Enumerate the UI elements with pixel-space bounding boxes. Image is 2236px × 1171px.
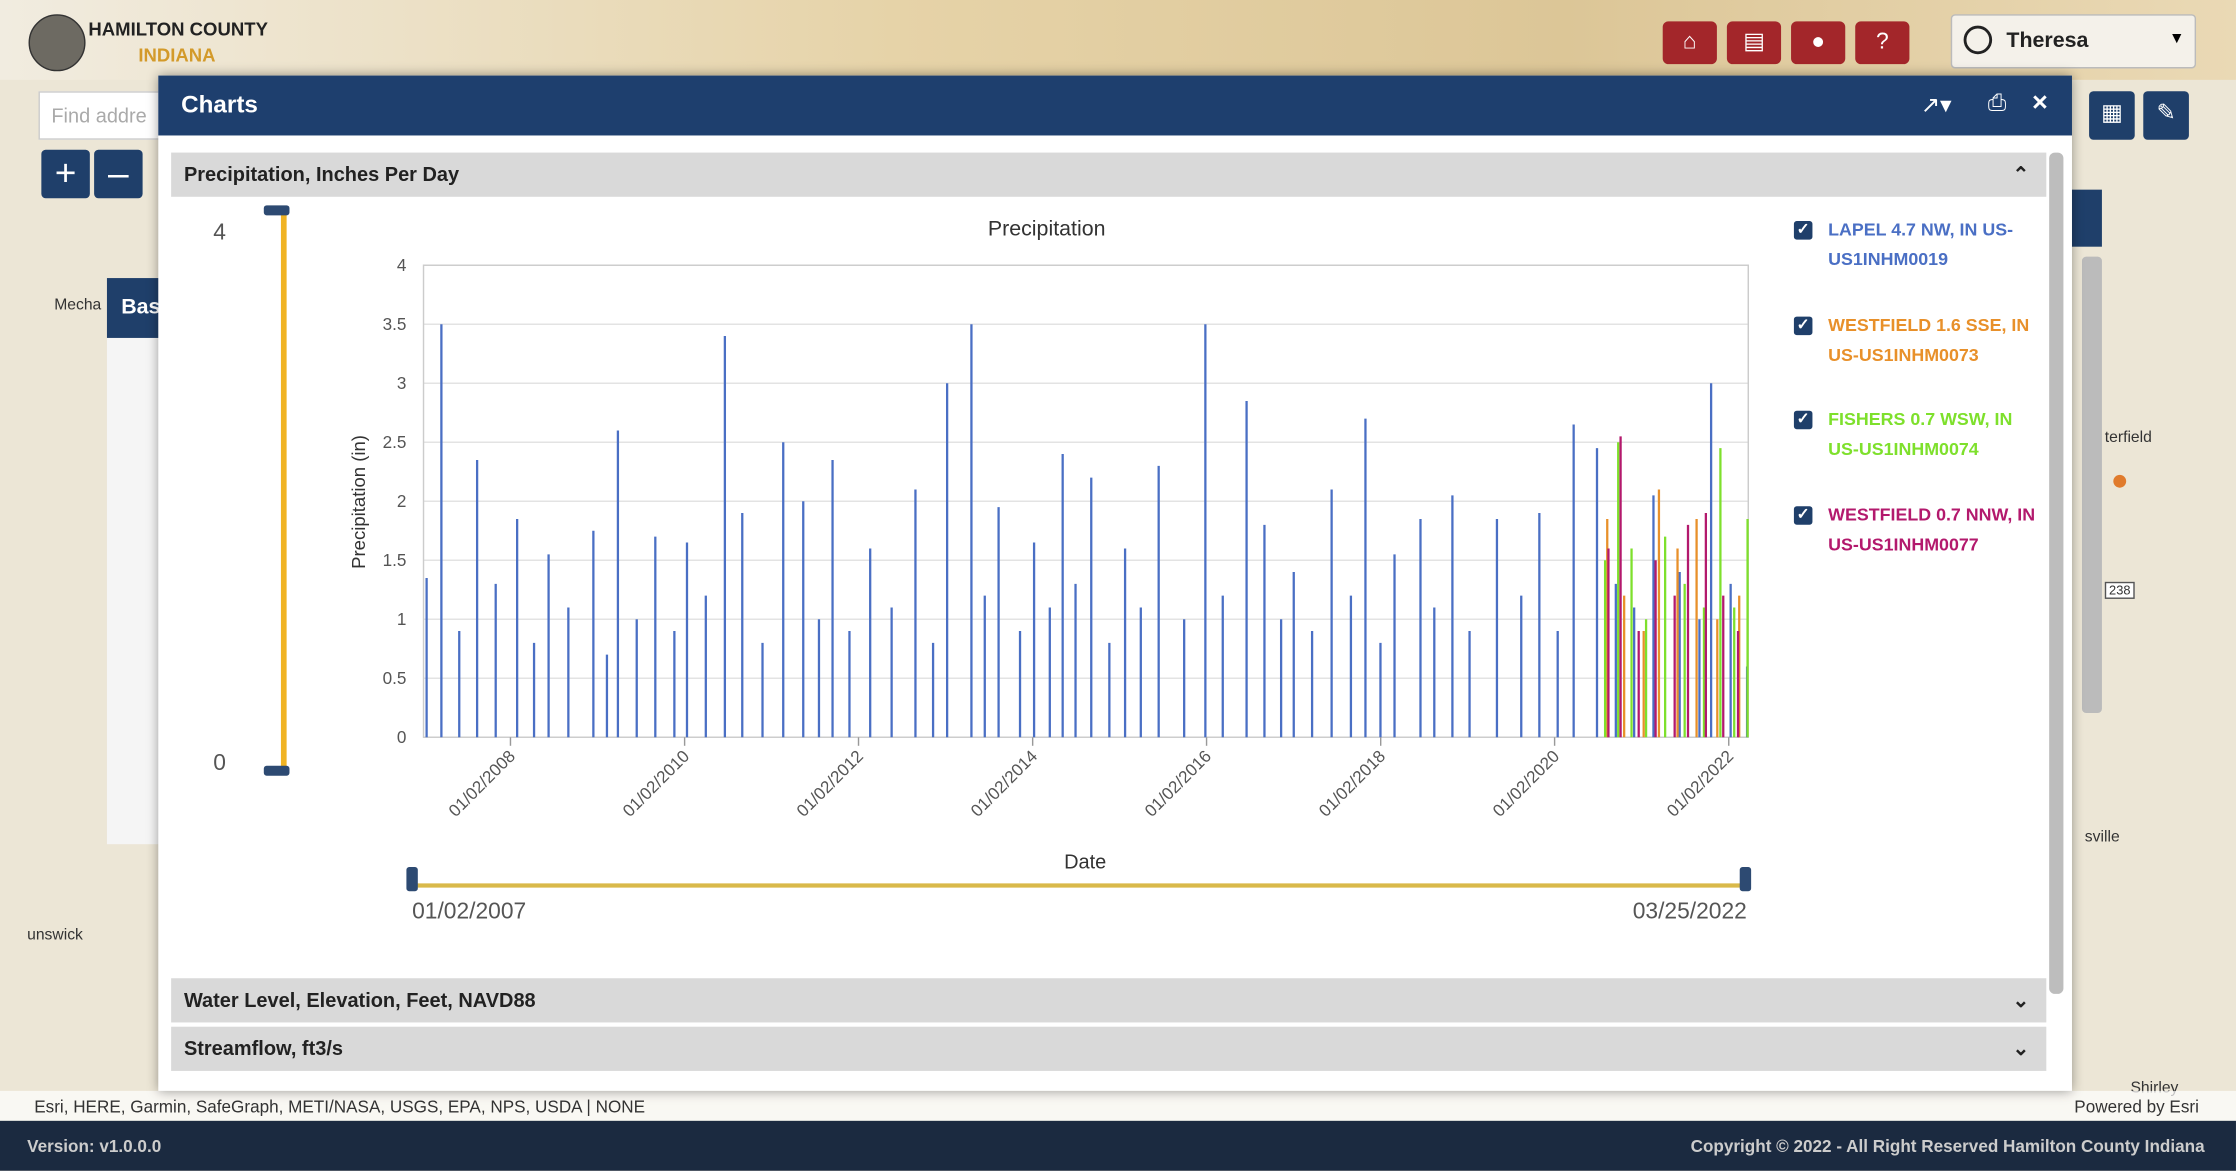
caret: ▼ xyxy=(2168,29,2185,48)
y-range-handle xyxy=(263,205,290,216)
y-tick-label: 2.5 xyxy=(383,433,407,452)
search-box[interactable]: Find addre xyxy=(38,91,170,140)
y-tick-label: 1.5 xyxy=(383,551,407,570)
share-button[interactable]: ↗▾ xyxy=(1920,94,1952,119)
legend-checkbox[interactable]: ✓ xyxy=(1793,410,1813,430)
y-range-max: 4 xyxy=(213,219,226,245)
footer: Version: v1.0.0.0 Copyright © 2022 - All… xyxy=(0,1120,2236,1171)
close-button[interactable]: × xyxy=(2032,88,2048,119)
dialog-scrollbar xyxy=(2049,152,2064,994)
user-menu[interactable]: Theresa ▼ xyxy=(1950,14,2197,69)
x-range-end: 03/25/2022 xyxy=(1633,897,1747,923)
chevron: ⌃ xyxy=(2012,162,2030,186)
side-tab[interactable] xyxy=(2067,189,2102,247)
panel-title: Water Level, Elevation, Feet, NAVD88 xyxy=(183,988,536,1012)
chart: Precipitation Date Precipitation (in) 0 0… xyxy=(213,205,1752,923)
powered-by: Powered by Esri xyxy=(2074,1096,2199,1117)
version: Version: v1.0.0.0 xyxy=(27,1136,162,1157)
side-scroll xyxy=(2081,256,2102,713)
legend-label: FISHERS 0.7 WSW, IN US-US1INHM0074 xyxy=(1828,409,2013,460)
panel-header[interactable]: Precipitation, Inches Per Day ⌃ xyxy=(171,152,2047,197)
y-tick-label: 2 xyxy=(397,492,407,511)
help-button[interactable]: ? xyxy=(1855,21,1910,65)
map-label: Mecha xyxy=(54,296,102,314)
x-tick-label: 01/02/2008 xyxy=(445,747,519,821)
x-range-handle xyxy=(406,867,418,892)
x-range-start: 01/02/2007 xyxy=(412,897,526,923)
panel-header[interactable]: Streamflow, ft3/s ⌄ xyxy=(171,1026,2047,1071)
doc-button[interactable]: ▤ xyxy=(1726,21,1782,65)
user-icon xyxy=(1963,25,1993,55)
map-label: terfield xyxy=(2104,429,2152,447)
dialog-header: Charts ↗▾ ⎙ × xyxy=(158,75,2072,136)
chevron: ⌄ xyxy=(2012,1036,2030,1060)
y-tick-label: 0.5 xyxy=(383,669,407,688)
county-subtitle: INDIANA xyxy=(138,44,216,66)
legend-item[interactable]: ✓ LAPEL 4.7 NW, IN US-US1INHM0019 xyxy=(1793,215,2047,275)
attribution-bar: Esri, HERE, Garmin, SafeGraph, METI/NASA… xyxy=(0,1090,2236,1121)
map-label: unswick xyxy=(27,926,83,945)
x-tick-label: 01/02/2022 xyxy=(1663,747,1737,821)
grid-tool[interactable]: ▦ xyxy=(2089,91,2135,140)
basemap-tab[interactable]: Bas xyxy=(106,278,164,338)
legend-checkbox[interactable]: ✓ xyxy=(1793,221,1813,240)
zoom-in[interactable]: + xyxy=(41,149,90,199)
legend-label: LAPEL 4.7 NW, IN US-US1INHM0019 xyxy=(1828,219,2014,270)
chevron: ⌄ xyxy=(2012,988,2030,1012)
legend-item[interactable]: ✓ WESTFIELD 0.7 NNW, IN US-US1INHM0077 xyxy=(1793,500,2047,560)
x-tick-label: 01/02/2018 xyxy=(1315,747,1389,821)
print-button[interactable]: ⎙ xyxy=(1987,91,2007,116)
x-tick-label: 01/02/2010 xyxy=(619,747,693,821)
basemap-panel xyxy=(106,337,164,845)
zoom-out[interactable]: – xyxy=(94,149,143,199)
legend-item[interactable]: ✓ FISHERS 0.7 WSW, IN US-US1INHM0074 xyxy=(1793,405,2047,465)
home-button[interactable]: ⌂ xyxy=(1662,21,1717,65)
copyright: Copyright © 2022 - All Right Reserved Ha… xyxy=(1690,1136,2205,1157)
x-tick-label: 01/02/2012 xyxy=(793,747,867,821)
map-label: 238 xyxy=(2104,581,2135,599)
legend-label: WESTFIELD 1.6 SSE, IN US-US1INHM0073 xyxy=(1828,314,2030,365)
basemap-label: Bas xyxy=(121,295,161,320)
panel-title: Streamflow, ft3/s xyxy=(183,1036,343,1060)
panel-header[interactable]: Water Level, Elevation, Feet, NAVD88 ⌄ xyxy=(171,978,2047,1023)
y-tick-label: 3 xyxy=(397,374,407,393)
y-tick-label: 3.5 xyxy=(383,315,407,334)
y-axis-label: Precipitation (in) xyxy=(348,435,369,569)
panel-title: Precipitation, Inches Per Day xyxy=(183,162,460,186)
dialog-title: Charts xyxy=(181,91,258,119)
edit-tool[interactable]: ✎ xyxy=(2143,91,2189,140)
x-tick-label: 01/02/2014 xyxy=(967,746,1041,820)
logo xyxy=(28,14,86,72)
x-axis-label: Date xyxy=(1064,851,1106,873)
legend-item[interactable]: ✓ WESTFIELD 1.6 SSE, IN US-US1INHM0073 xyxy=(1793,310,2047,370)
y-tick-label: 1 xyxy=(397,610,407,629)
y-tick-label: 0 xyxy=(397,728,407,747)
legend-label: WESTFIELD 0.7 NNW, IN US-US1INHM0077 xyxy=(1828,504,2036,555)
chart-title: Precipitation xyxy=(988,216,1106,240)
y-tick-label: 4 xyxy=(397,256,407,275)
attribution: Esri, HERE, Garmin, SafeGraph, METI/NASA… xyxy=(34,1096,646,1117)
search-placeholder: Find addre xyxy=(51,104,147,127)
user-button[interactable]: ● xyxy=(1791,21,1846,65)
county-title: HAMILTON COUNTY xyxy=(88,18,268,40)
x-tick-label: 01/02/2016 xyxy=(1141,747,1215,821)
legend-checkbox[interactable]: ✓ xyxy=(1793,315,1813,335)
map-point xyxy=(2113,474,2127,488)
x-range-handle xyxy=(1739,867,1752,892)
user-name: Theresa xyxy=(2006,28,2089,53)
x-tick-label: 01/02/2020 xyxy=(1489,747,1563,821)
plot-frame xyxy=(422,264,1749,738)
legend-checkbox[interactable]: ✓ xyxy=(1793,505,1813,525)
y-range-min: 0 xyxy=(213,749,226,775)
map-label: sville xyxy=(2084,828,2120,846)
y-range-handle xyxy=(263,765,290,776)
